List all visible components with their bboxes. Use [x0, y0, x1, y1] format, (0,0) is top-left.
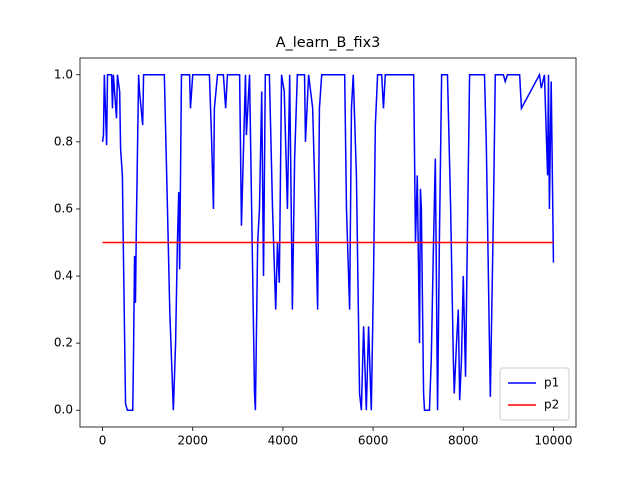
x-tick-label: 10000	[534, 434, 572, 448]
chart-title: A_learn_B_fix3	[276, 35, 381, 51]
x-tick-label: 2000	[177, 434, 208, 448]
x-tick-label: 0	[99, 434, 107, 448]
y-tick-label: 0.2	[54, 336, 73, 350]
legend-label: p2	[544, 398, 559, 412]
x-tick-label: 6000	[358, 434, 389, 448]
legend: p1 p2	[499, 367, 570, 421]
legend-label: p1	[544, 376, 559, 390]
x-tick-label: 4000	[268, 434, 299, 448]
line-series	[101, 72, 555, 411]
legend-box	[499, 367, 570, 421]
x-tick-label: 8000	[448, 434, 479, 448]
y-tick-label: 0.6	[54, 201, 73, 215]
y-tick-label: 0.8	[54, 134, 73, 148]
y-tick-label: 0.4	[54, 269, 73, 283]
y-tick-label: 1.0	[54, 67, 73, 81]
plot-frame	[79, 57, 577, 428]
y-tick-label: 0.0	[54, 403, 73, 417]
